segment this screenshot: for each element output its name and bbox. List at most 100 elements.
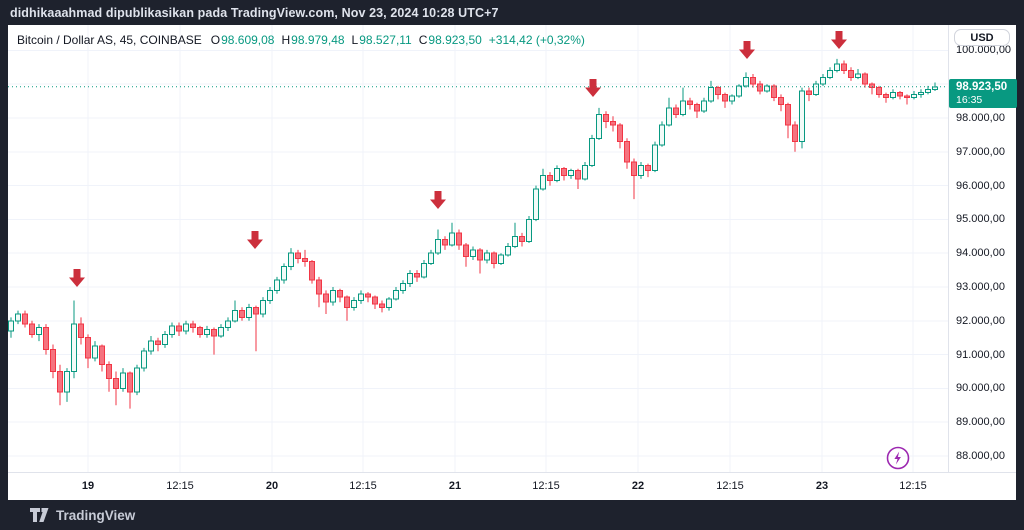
candle-body bbox=[799, 90, 805, 143]
candle-body bbox=[155, 340, 161, 345]
candle-body bbox=[603, 114, 609, 122]
candle-body bbox=[547, 174, 553, 182]
candle-body bbox=[827, 70, 833, 78]
down-arrow-marker bbox=[430, 191, 446, 209]
candle-body bbox=[428, 252, 434, 264]
candle-body bbox=[498, 254, 504, 264]
candle-body bbox=[750, 76, 756, 85]
price-axis-label: 94.000,00 bbox=[956, 247, 1005, 260]
candle-body bbox=[519, 235, 525, 242]
candle-body bbox=[400, 283, 406, 291]
ohlc-high: H 98.979,48 bbox=[281, 33, 345, 47]
candle-body bbox=[918, 92, 924, 95]
down-arrow-marker bbox=[831, 31, 847, 49]
time-axis-label: 12:15 bbox=[899, 480, 927, 492]
candle-body bbox=[323, 293, 329, 303]
time-axis-label: 12:15 bbox=[532, 480, 560, 492]
candle-body bbox=[176, 325, 182, 332]
candle-body bbox=[876, 87, 882, 95]
candle-body bbox=[526, 218, 532, 242]
candle-body bbox=[792, 124, 798, 143]
candle-body bbox=[330, 289, 336, 303]
candle-body bbox=[372, 296, 378, 305]
currency-button[interactable]: USD bbox=[954, 29, 1010, 46]
candle-body bbox=[582, 164, 588, 180]
candle-body bbox=[309, 261, 315, 281]
symbol-legend[interactable]: Bitcoin / Dollar AS, 45, COINBASE O 98.60… bbox=[17, 32, 585, 48]
candle-body bbox=[197, 327, 203, 335]
candle-body bbox=[232, 310, 238, 322]
candle-body bbox=[8, 320, 14, 332]
candle-body bbox=[190, 323, 196, 329]
candle-body bbox=[337, 289, 343, 298]
candle-body bbox=[715, 87, 721, 95]
candle-body bbox=[722, 93, 728, 102]
candle-body bbox=[239, 310, 245, 318]
candle-body bbox=[757, 83, 763, 92]
candle-body bbox=[743, 76, 749, 87]
boost-button[interactable] bbox=[886, 446, 910, 470]
candle-body bbox=[911, 93, 917, 99]
candle-body bbox=[99, 345, 105, 366]
candle-body bbox=[561, 168, 567, 176]
candle-body bbox=[652, 144, 658, 171]
candle-body bbox=[127, 372, 133, 393]
candle-body bbox=[260, 300, 266, 315]
candle-body bbox=[302, 257, 308, 263]
candle-body bbox=[183, 323, 189, 332]
candle-body bbox=[22, 313, 28, 325]
candle-body bbox=[71, 323, 77, 372]
candle-body bbox=[659, 124, 665, 146]
candle-body bbox=[645, 164, 651, 171]
price-axis-label: 96.000,00 bbox=[956, 179, 1005, 192]
lightning-icon bbox=[886, 446, 910, 470]
time-axis[interactable]: 19 12:15 20 12:15 21 12:15 22 12:15 23 12:15 bbox=[8, 472, 1016, 500]
current-price-time: 16:35 bbox=[956, 94, 983, 106]
ohlc-open: O 98.609,08 bbox=[210, 33, 275, 47]
candle-body bbox=[813, 83, 819, 95]
candle-body bbox=[351, 300, 357, 308]
candle-body bbox=[379, 303, 385, 308]
candle-body bbox=[225, 320, 231, 329]
ohlc-close: C 98.923,50 bbox=[418, 33, 482, 47]
candle-body bbox=[862, 73, 868, 85]
price-change: +314,42 (+0,32%) bbox=[488, 33, 585, 47]
candle-body bbox=[554, 168, 560, 182]
tradingview-logo[interactable]: TradingView bbox=[30, 508, 135, 523]
candle-body bbox=[92, 345, 98, 359]
candle-body bbox=[568, 169, 574, 176]
down-arrow-marker bbox=[739, 41, 755, 59]
candle-body bbox=[736, 85, 742, 97]
price-axis-label: 95.000,00 bbox=[956, 213, 1005, 226]
price-axis-label: 89.000,00 bbox=[956, 416, 1005, 429]
candle-body bbox=[624, 141, 630, 163]
candle-body bbox=[778, 97, 784, 105]
candle-body bbox=[29, 323, 35, 335]
footer-bar: TradingView bbox=[0, 500, 1024, 530]
candle-body bbox=[701, 100, 707, 112]
candle-body bbox=[883, 93, 889, 99]
price-axis-label: 93.000,00 bbox=[956, 281, 1005, 293]
candle-body bbox=[848, 70, 854, 78]
candle-body bbox=[820, 76, 826, 85]
candle-body bbox=[295, 252, 301, 259]
candle-body bbox=[890, 92, 896, 99]
candle-body bbox=[841, 63, 847, 72]
chart-panel: Bitcoin / Dollar AS, 45, COINBASE O 98.60… bbox=[8, 25, 1017, 500]
candle-body bbox=[358, 293, 364, 302]
candle-body bbox=[855, 73, 861, 78]
time-axis-label: 20 bbox=[265, 480, 279, 492]
candle-body bbox=[771, 85, 777, 99]
price-axis-label: 97.000,00 bbox=[956, 145, 1005, 158]
price-axis-label: 98.000,00 bbox=[956, 112, 1005, 124]
candle-body bbox=[456, 232, 462, 246]
price-axis[interactable]: USD 98.923,50 16:35 100.000,00 98.000,00 9… bbox=[948, 25, 1017, 472]
candle-body bbox=[932, 86, 938, 90]
candle-body bbox=[267, 289, 273, 302]
candle-body bbox=[596, 114, 602, 139]
candle-body bbox=[785, 103, 791, 126]
candlestick-chart[interactable] bbox=[8, 25, 948, 472]
candle-body bbox=[344, 296, 350, 308]
current-price-badge: 98.923,50 16:35 bbox=[949, 79, 1017, 108]
